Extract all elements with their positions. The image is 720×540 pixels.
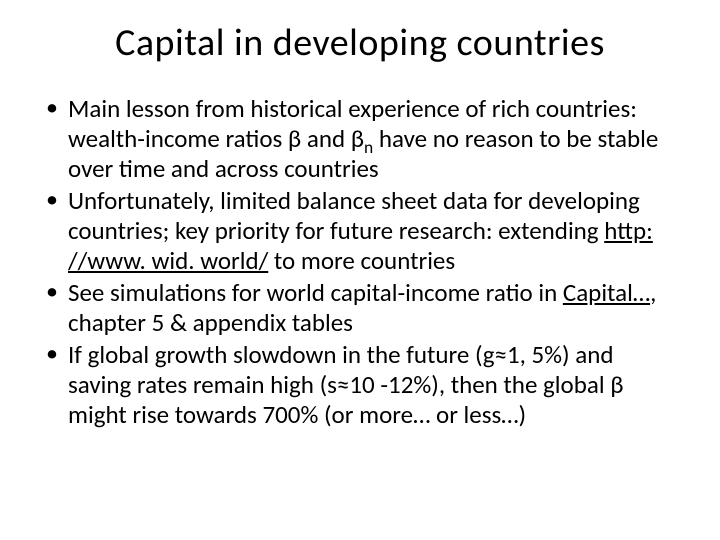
bullet-list: Main lesson from historical experience o… — [40, 94, 680, 430]
bullet-text: See simulations for world capital-income… — [68, 277, 563, 308]
bullet-item: Unfortunately, limited balance sheet dat… — [40, 186, 680, 276]
bullet-item: Main lesson from historical experience o… — [40, 94, 680, 184]
slide-title: Capital in developing countries — [40, 20, 680, 66]
bullet-item: If global growth slowdown in the future … — [40, 340, 680, 430]
bullet-text: If global growth slowdown in the future … — [68, 339, 624, 430]
link-text[interactable]: Capital… — [563, 277, 650, 308]
bullet-text: to more countries — [268, 245, 455, 276]
bullet-item: See simulations for world capital-income… — [40, 278, 680, 338]
bullet-text: Unfortunately, limited balance sheet dat… — [68, 185, 640, 246]
